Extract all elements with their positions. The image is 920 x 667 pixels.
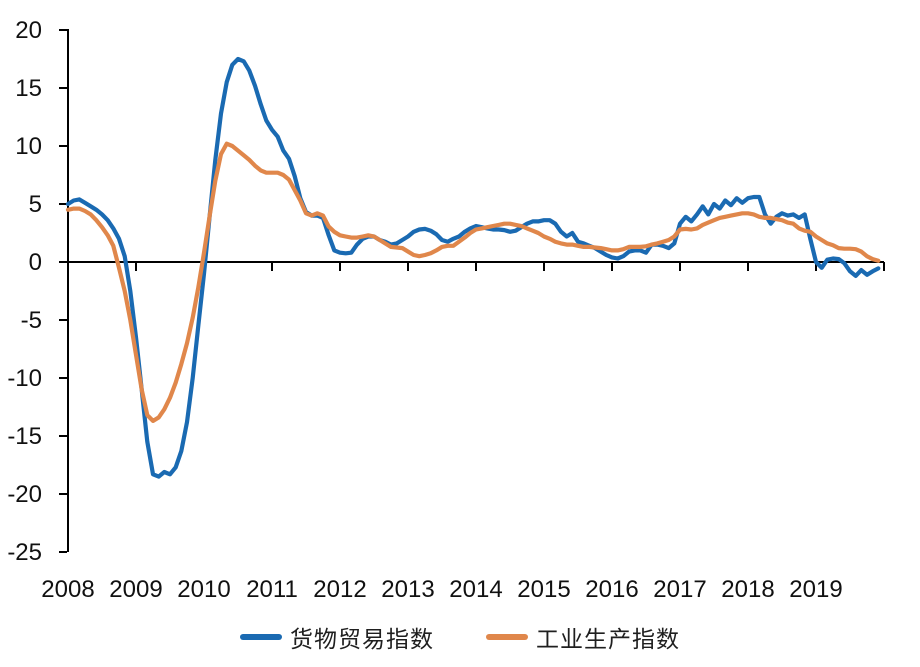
x-axis-year-label: 2010 (177, 576, 230, 603)
series-line-0 (65, 56, 881, 479)
x-axis-year-label: 2013 (381, 576, 434, 603)
legend-item-industrial-production-index: 工业生产指数 (486, 620, 680, 654)
y-axis-tick-label: 5 (29, 191, 42, 218)
x-axis-year-label: 2011 (246, 576, 298, 603)
x-axis-year-label: 2015 (517, 576, 570, 603)
y-axis-tick-label: 20 (15, 17, 42, 44)
x-axis-year-label: 2018 (721, 576, 774, 603)
x-axis-year-label: 2009 (109, 576, 162, 603)
y-axis-tick-label: 10 (15, 133, 42, 160)
x-axis-year-label: 2019 (789, 576, 842, 603)
y-axis-tick-label: -20 (7, 481, 42, 508)
x-axis-year-label: 2012 (313, 576, 366, 603)
y-axis-tick-label: -10 (7, 365, 42, 392)
legend-line-swatch-industrial-production (486, 634, 528, 640)
legend-item-goods-trade-index: 货物贸易指数 (240, 620, 434, 654)
legend-label-industrial-production: 工业生产指数 (536, 626, 680, 652)
y-axis-tick-label: -25 (7, 539, 42, 566)
x-axis-year-label: 2014 (449, 576, 502, 603)
x-axis-year-label: 2017 (653, 576, 706, 603)
y-axis-tick-label: -15 (7, 423, 42, 450)
y-axis-tick-label: -5 (21, 307, 42, 334)
series-line-1 (65, 141, 881, 423)
y-axis-tick-label: 0 (29, 249, 42, 276)
x-axis-year-label: 2016 (585, 576, 638, 603)
chart-legend: 货物贸易指数 工业生产指数 (0, 620, 920, 654)
y-axis-tick-label: 15 (15, 75, 42, 102)
legend-label-goods-trade: 货物贸易指数 (290, 626, 434, 652)
x-axis-year-label: 2008 (41, 576, 94, 603)
legend-line-swatch-goods-trade (240, 634, 282, 640)
